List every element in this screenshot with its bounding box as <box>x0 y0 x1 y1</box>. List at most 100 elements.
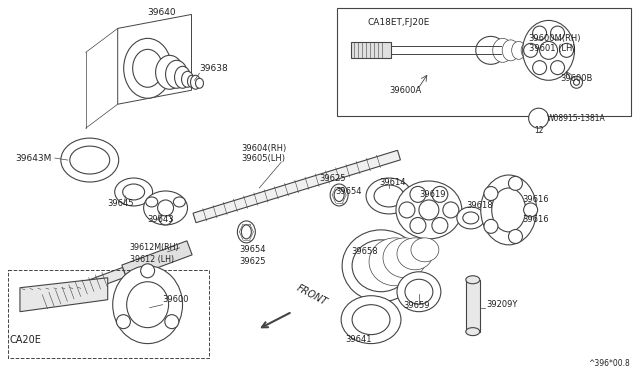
Ellipse shape <box>146 197 157 207</box>
Ellipse shape <box>463 212 479 224</box>
Text: FRONT: FRONT <box>295 283 330 308</box>
Ellipse shape <box>493 38 513 62</box>
Text: 39600B: 39600B <box>561 74 593 83</box>
Ellipse shape <box>405 279 433 304</box>
Ellipse shape <box>159 215 172 225</box>
Bar <box>337 9 632 116</box>
Text: 39614: 39614 <box>379 177 406 186</box>
Circle shape <box>399 202 415 218</box>
Ellipse shape <box>366 178 412 214</box>
Circle shape <box>419 200 439 220</box>
Text: 39209Y: 39209Y <box>487 300 518 309</box>
Text: 39600: 39600 <box>163 295 189 304</box>
Text: 39640: 39640 <box>148 8 176 17</box>
Ellipse shape <box>502 40 519 61</box>
Ellipse shape <box>330 184 348 206</box>
Circle shape <box>524 203 538 217</box>
Text: 39618: 39618 <box>467 202 493 211</box>
Circle shape <box>559 44 573 57</box>
Ellipse shape <box>457 207 484 229</box>
Ellipse shape <box>523 20 575 80</box>
Circle shape <box>540 41 557 59</box>
Ellipse shape <box>466 328 480 336</box>
Ellipse shape <box>61 138 118 182</box>
Ellipse shape <box>374 185 404 207</box>
Text: ^396*00.8: ^396*00.8 <box>588 359 630 368</box>
Circle shape <box>532 26 547 40</box>
Ellipse shape <box>191 75 200 89</box>
Polygon shape <box>351 42 391 58</box>
Circle shape <box>432 186 448 202</box>
Circle shape <box>550 26 564 40</box>
Ellipse shape <box>369 238 421 286</box>
Text: 39638: 39638 <box>200 64 228 73</box>
Text: 39619: 39619 <box>419 190 445 199</box>
Ellipse shape <box>132 49 163 87</box>
Ellipse shape <box>237 221 255 243</box>
Text: 39645: 39645 <box>108 199 134 208</box>
Text: 39605(LH): 39605(LH) <box>241 154 285 163</box>
Text: 39612M(RH): 39612M(RH) <box>130 243 179 252</box>
Circle shape <box>165 315 179 328</box>
Ellipse shape <box>175 66 191 88</box>
Ellipse shape <box>476 36 506 64</box>
Circle shape <box>573 79 579 85</box>
Ellipse shape <box>334 189 344 202</box>
Ellipse shape <box>173 197 186 207</box>
Polygon shape <box>122 241 192 279</box>
Ellipse shape <box>188 75 195 87</box>
Ellipse shape <box>182 71 193 87</box>
Text: 39659: 39659 <box>403 301 429 310</box>
Text: 12: 12 <box>534 126 543 135</box>
Ellipse shape <box>342 230 420 302</box>
Circle shape <box>432 218 448 234</box>
Text: 39641: 39641 <box>345 335 372 344</box>
Circle shape <box>570 76 582 88</box>
Ellipse shape <box>397 238 433 270</box>
Ellipse shape <box>241 225 252 239</box>
Circle shape <box>484 186 498 201</box>
Circle shape <box>509 176 522 190</box>
Circle shape <box>410 186 426 202</box>
Ellipse shape <box>352 305 390 335</box>
Ellipse shape <box>195 78 204 88</box>
Circle shape <box>141 264 155 278</box>
Circle shape <box>116 315 131 328</box>
Ellipse shape <box>492 188 525 232</box>
Ellipse shape <box>397 272 441 312</box>
Polygon shape <box>118 15 191 104</box>
Text: 39604(RH): 39604(RH) <box>241 144 287 153</box>
Text: 39643M: 39643M <box>15 154 51 163</box>
Ellipse shape <box>511 41 525 59</box>
Circle shape <box>529 108 548 128</box>
Text: 39600A: 39600A <box>389 86 421 95</box>
Ellipse shape <box>521 43 532 58</box>
Ellipse shape <box>143 191 188 225</box>
Text: 39625: 39625 <box>239 257 266 266</box>
Circle shape <box>484 219 498 233</box>
Circle shape <box>157 200 173 216</box>
Polygon shape <box>43 267 126 307</box>
Ellipse shape <box>352 240 410 292</box>
Ellipse shape <box>341 296 401 344</box>
Polygon shape <box>20 278 108 312</box>
Ellipse shape <box>127 282 168 328</box>
Circle shape <box>550 61 564 75</box>
Circle shape <box>524 44 538 57</box>
Text: 39616: 39616 <box>523 215 549 224</box>
Ellipse shape <box>383 238 427 278</box>
Ellipse shape <box>70 146 109 174</box>
Ellipse shape <box>113 266 182 344</box>
Ellipse shape <box>481 175 536 245</box>
Ellipse shape <box>411 238 439 262</box>
Bar <box>466 280 480 331</box>
Text: 39654: 39654 <box>335 187 362 196</box>
Circle shape <box>532 61 547 75</box>
Text: 39600M(RH): 39600M(RH) <box>529 34 581 43</box>
Ellipse shape <box>115 178 152 206</box>
Circle shape <box>443 202 459 218</box>
Polygon shape <box>193 150 401 223</box>
Ellipse shape <box>466 276 480 284</box>
Circle shape <box>509 230 522 244</box>
Text: 39625: 39625 <box>319 173 346 183</box>
